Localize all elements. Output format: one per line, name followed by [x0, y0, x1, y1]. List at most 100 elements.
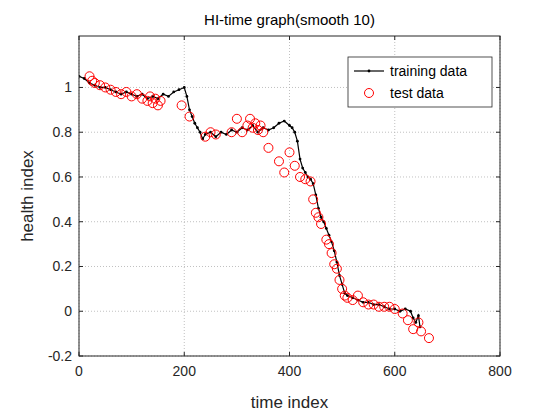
data-point — [211, 130, 220, 139]
data-point — [285, 148, 294, 157]
tick — [394, 352, 395, 356]
data-point — [167, 95, 170, 98]
data-point — [127, 92, 136, 101]
data-point — [156, 96, 165, 105]
data-point — [290, 161, 299, 170]
data-point — [417, 327, 426, 336]
chart: 0200400600800-0.200.20.40.60.81HI-time g… — [0, 0, 537, 417]
legend-label: test data — [390, 85, 444, 101]
data-point — [185, 95, 188, 98]
data-point — [172, 91, 175, 94]
data-point — [385, 302, 394, 311]
x-tick-label: 600 — [383, 363, 407, 379]
data-point — [274, 157, 283, 166]
data-point — [196, 126, 199, 129]
data-point — [346, 294, 349, 297]
data-point — [272, 126, 275, 129]
data-point — [332, 264, 341, 273]
data-point — [280, 168, 289, 177]
data-point — [306, 177, 315, 186]
title: HI-time graph(smooth 10) — [204, 11, 375, 28]
grid-line — [79, 266, 500, 267]
y-tick-label: 0.4 — [53, 214, 73, 230]
data-point — [317, 219, 326, 228]
data-point — [214, 135, 217, 138]
tick — [500, 352, 501, 356]
data-point — [90, 78, 99, 87]
tick — [79, 311, 83, 312]
data-point — [309, 195, 318, 204]
data-point — [177, 101, 186, 110]
y-tick-label: 1 — [64, 79, 72, 95]
data-point — [106, 85, 115, 94]
tick — [496, 176, 500, 177]
tick — [79, 176, 83, 177]
y-tick-label: -0.2 — [48, 348, 72, 364]
legend-marker — [365, 89, 374, 98]
data-point — [232, 114, 241, 123]
tick — [496, 311, 500, 312]
tick — [79, 352, 80, 356]
data-point — [301, 175, 310, 184]
data-point — [343, 293, 352, 302]
data-point — [301, 167, 304, 170]
data-point — [162, 93, 165, 96]
data-point — [325, 227, 328, 230]
x-tick-label: 200 — [173, 363, 197, 379]
x-tick-label: 400 — [278, 363, 302, 379]
legend-marker — [368, 70, 371, 73]
grid-line — [289, 36, 290, 356]
data-point — [283, 120, 286, 123]
data-point — [409, 310, 412, 313]
data-point — [417, 314, 420, 317]
x-tick-label: 0 — [75, 363, 83, 379]
data-point — [293, 131, 296, 134]
data-point — [320, 216, 323, 219]
data-point — [178, 88, 181, 91]
tick — [496, 356, 500, 357]
tick — [496, 221, 500, 222]
data-point — [193, 122, 196, 125]
data-point — [259, 128, 268, 137]
legend-line — [354, 70, 384, 71]
tick — [184, 36, 185, 40]
data-point — [304, 171, 307, 174]
tick — [79, 132, 83, 133]
data-point — [191, 115, 194, 118]
x-tick-label: 800 — [488, 363, 512, 379]
grid-line — [184, 36, 185, 356]
series-line — [79, 76, 420, 327]
y-tick-label: 0.2 — [53, 258, 73, 274]
plot-area — [79, 36, 500, 356]
frame — [79, 36, 500, 356]
data-point — [96, 81, 105, 90]
data-point — [288, 124, 291, 127]
data-point — [327, 249, 336, 258]
tick — [289, 36, 290, 40]
legend-box — [348, 57, 492, 107]
tick — [496, 132, 500, 133]
y-tick-label: 0 — [64, 303, 72, 319]
data-group — [79, 72, 433, 343]
data-point — [414, 321, 417, 324]
data-point — [364, 300, 373, 309]
y-tick-label: 0.6 — [53, 169, 73, 185]
data-point — [369, 300, 378, 309]
tick — [289, 352, 290, 356]
data-point — [264, 143, 273, 152]
data-point — [359, 298, 368, 307]
tick — [184, 352, 185, 356]
background — [0, 0, 537, 417]
data-point — [291, 126, 294, 129]
grid-line — [79, 132, 500, 133]
data-point — [335, 275, 344, 284]
data-point — [380, 302, 389, 311]
data-point — [227, 128, 236, 137]
y-tick-label: 0.8 — [53, 124, 73, 140]
data-point — [278, 122, 281, 125]
data-point — [424, 334, 433, 343]
data-point — [230, 129, 233, 132]
grid-line — [79, 176, 500, 177]
data-point — [296, 140, 299, 143]
data-point — [183, 86, 186, 89]
